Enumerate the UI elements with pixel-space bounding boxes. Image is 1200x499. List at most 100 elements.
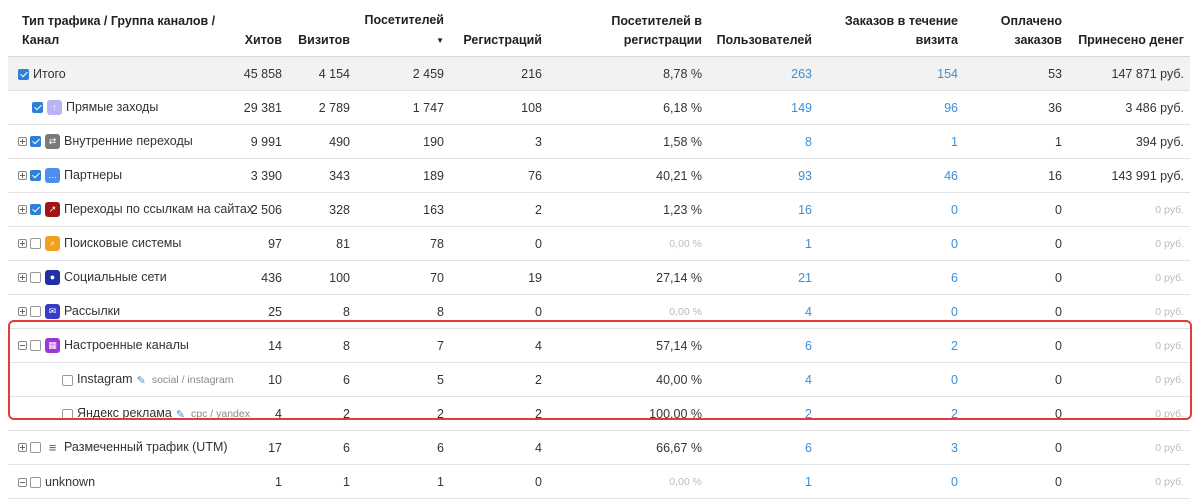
- row-orders[interactable]: 0: [818, 226, 964, 261]
- header-channel[interactable]: Тип трафика / Группа каналов / Канал: [8, 0, 236, 57]
- row-users[interactable]: 263: [708, 56, 818, 91]
- row-users[interactable]: 2: [708, 396, 818, 431]
- row-checkbox[interactable]: [30, 204, 41, 216]
- row-visitors-reg: 0,00 %: [548, 226, 708, 261]
- expand-icon[interactable]: [18, 205, 27, 215]
- row-orders[interactable]: 3: [818, 430, 964, 465]
- row-channel-name[interactable]: Рассылки: [64, 303, 121, 318]
- row-channel-name[interactable]: Поисковые системы: [64, 235, 182, 250]
- row-users[interactable]: 16: [708, 192, 818, 227]
- row-registrations: 3: [450, 124, 548, 159]
- row-orders[interactable]: 96: [818, 90, 964, 125]
- row-registrations: 4: [450, 328, 548, 363]
- row-users[interactable]: 21: [708, 260, 818, 295]
- edit-icon[interactable]: ✎: [136, 374, 146, 387]
- row-users[interactable]: 6: [708, 430, 818, 465]
- row-orders[interactable]: 0: [818, 464, 964, 499]
- row-visits: 343: [288, 158, 356, 193]
- edit-icon[interactable]: ✎: [175, 408, 186, 421]
- row-hits: 9 991: [236, 124, 288, 159]
- row-channel-name[interactable]: Прямые заходы: [66, 99, 159, 114]
- row-hits: 3 390: [236, 158, 288, 193]
- row-visitors: 190: [356, 124, 450, 159]
- row-channel-name[interactable]: Настроенные каналы: [64, 337, 189, 352]
- table-row: ✉ Рассылки 25 8 8 0 0,00 % 4 0 0 0 руб.: [8, 294, 1190, 329]
- row-revenue: 3 486 руб.: [1068, 90, 1190, 125]
- row-checkbox[interactable]: [32, 102, 43, 114]
- row-users[interactable]: 8: [708, 124, 818, 159]
- header-orders[interactable]: Заказов в течение визита: [818, 0, 964, 57]
- header-users[interactable]: Пользователей: [708, 0, 818, 57]
- row-orders[interactable]: 154: [818, 56, 964, 91]
- row-checkbox[interactable]: [30, 136, 41, 148]
- table-row: … Партнеры 3 390 343 189 76 40,21 % 93 46 16 143 9…: [8, 158, 1190, 193]
- row-checkbox[interactable]: [18, 68, 29, 80]
- header-paid[interactable]: Оплачено заказов: [964, 0, 1068, 57]
- row-visitors-reg: 0,00 %: [548, 294, 708, 329]
- row-channel-cell: ✉ Рассылки: [8, 294, 236, 329]
- header-revenue[interactable]: Принесено денег: [1068, 0, 1190, 57]
- row-paid: 0: [964, 192, 1068, 227]
- row-checkbox[interactable]: [30, 272, 41, 284]
- row-orders[interactable]: 2: [818, 396, 964, 431]
- row-users[interactable]: 149: [708, 90, 818, 125]
- expand-icon[interactable]: [18, 239, 27, 249]
- header-visitors[interactable]: Посетителей ▼: [356, 0, 450, 57]
- expand-icon[interactable]: [18, 171, 27, 181]
- row-visits: 6: [288, 362, 356, 397]
- row-channel-cell: ↗ Переходы по ссылкам на сайтах: [8, 192, 253, 227]
- header-registrations[interactable]: Регистраций: [450, 0, 548, 57]
- row-channel-name[interactable]: Яндекс реклама: [77, 406, 172, 421]
- expand-icon[interactable]: [18, 137, 27, 147]
- table-body: Итого 45 858 4 154 2 459 216 8,78 % 263 154 53 14…: [8, 56, 1190, 499]
- row-paid: 1: [964, 124, 1068, 159]
- row-visitors: 78: [356, 226, 450, 261]
- row-channel-name[interactable]: Итого: [33, 66, 66, 81]
- row-orders[interactable]: 46: [818, 158, 964, 193]
- row-checkbox[interactable]: [30, 306, 41, 318]
- row-channel-name[interactable]: Переходы по ссылкам на сайтах: [64, 201, 254, 216]
- row-orders[interactable]: 2: [818, 328, 964, 363]
- expand-icon[interactable]: [18, 307, 27, 317]
- row-checkbox[interactable]: [30, 476, 41, 488]
- row-channel-name[interactable]: Партнеры: [64, 167, 123, 182]
- row-users[interactable]: 6: [708, 328, 818, 363]
- row-checkbox[interactable]: [30, 170, 41, 182]
- expand-icon[interactable]: [18, 443, 27, 453]
- row-channel-cell: ⌕ Поисковые системы: [8, 226, 236, 261]
- row-checkbox[interactable]: [30, 442, 41, 454]
- row-visits: 328: [288, 192, 356, 227]
- row-revenue: 0 руб.: [1068, 260, 1190, 295]
- row-orders[interactable]: 1: [818, 124, 964, 159]
- row-checkbox[interactable]: [62, 374, 73, 386]
- row-hits: 436: [236, 260, 288, 295]
- row-checkbox[interactable]: [30, 340, 41, 352]
- collapse-icon[interactable]: [18, 341, 27, 351]
- row-paid: 0: [964, 328, 1068, 363]
- row-users[interactable]: 1: [708, 226, 818, 261]
- row-users[interactable]: 4: [708, 294, 818, 329]
- row-checkbox[interactable]: [62, 408, 73, 420]
- row-orders[interactable]: 0: [818, 362, 964, 397]
- header-visits[interactable]: Визитов: [288, 0, 356, 57]
- header-hits[interactable]: Хитов: [236, 0, 288, 57]
- row-visitors-reg: 40,21 %: [548, 158, 708, 193]
- row-channel-name[interactable]: Размеченный трафик (UTM): [64, 439, 228, 454]
- row-channel-name[interactable]: unknown: [45, 474, 96, 489]
- row-visitors-reg: 100,00 %: [548, 396, 708, 431]
- row-orders[interactable]: 6: [818, 260, 964, 295]
- row-checkbox[interactable]: [30, 238, 41, 250]
- row-channel-name[interactable]: Внутренние переходы: [64, 133, 193, 148]
- row-channel-cell: ≡ Размеченный трафик (UTM): [8, 430, 236, 465]
- row-users[interactable]: 1: [708, 464, 818, 499]
- header-visitors-reg[interactable]: Посетителей в регистрации: [548, 0, 708, 57]
- row-users[interactable]: 4: [708, 362, 818, 397]
- expand-icon[interactable]: [18, 273, 27, 283]
- row-channel-name[interactable]: Instagram: [77, 372, 133, 387]
- row-orders[interactable]: 0: [818, 192, 964, 227]
- row-users[interactable]: 93: [708, 158, 818, 193]
- collapse-icon[interactable]: [18, 477, 27, 487]
- row-channel-name[interactable]: Социальные сети: [64, 269, 167, 284]
- row-visitors: 6: [356, 430, 450, 465]
- row-orders[interactable]: 0: [818, 294, 964, 329]
